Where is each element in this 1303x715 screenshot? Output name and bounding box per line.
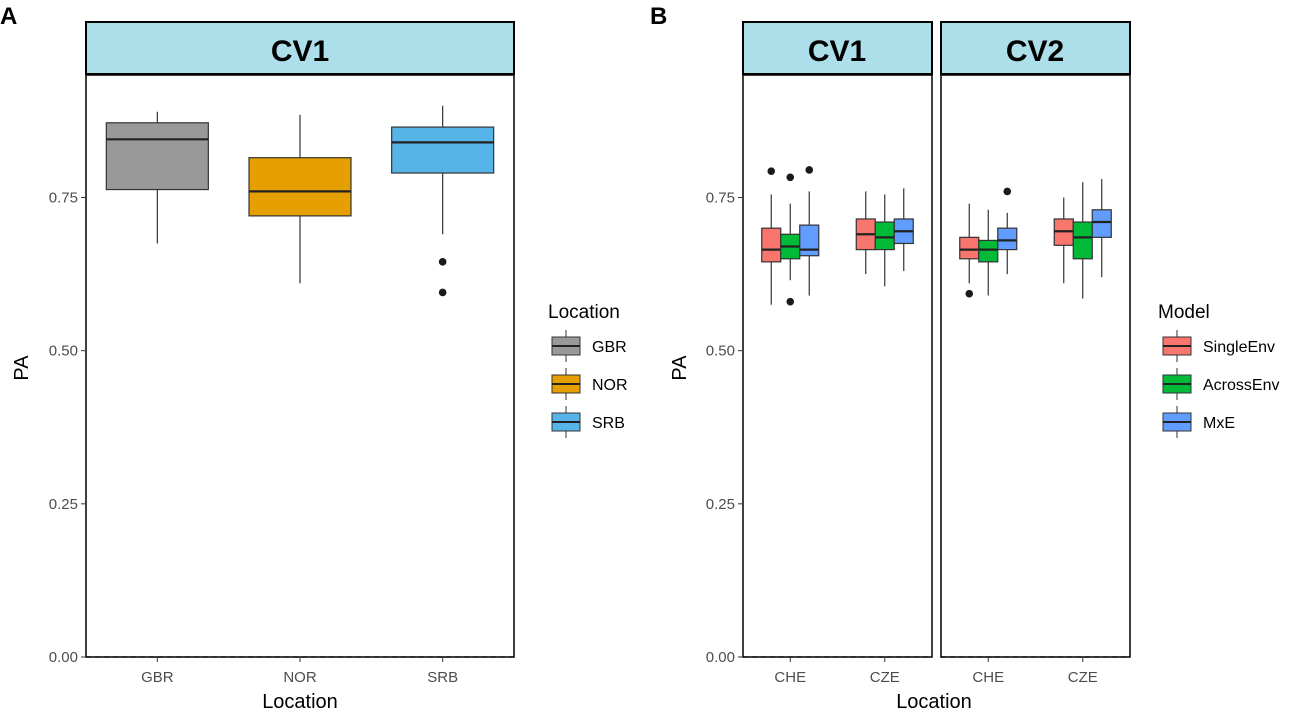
panel-b-cv1-x-tick-label-che: CHE [774,669,806,686]
panel-a-x-tick-label-nor: NOR [283,669,317,686]
panel-b-y-tick-label: 0.25 [706,496,735,513]
panel-b-cv2-box-cze-singleenv [1053,197,1074,284]
panel-a-x-axis-title: Location [262,691,338,713]
box-body [997,227,1018,251]
outlier-point [438,288,447,297]
panel-a-box-nor-nor [248,114,352,284]
facet-strip-b-cv1 [742,21,933,75]
panel-a-y-tick-label: 0.50 [49,343,78,360]
panel-a-box-srb-srb [391,105,495,297]
chart-marks: GBR NOR SRB 0.00 0.25 0.50 0.75 GBR NOR SRB CHE CZE… [49,74,1279,686]
panel-b-y-tick-label: 0.50 [706,343,735,360]
panel-a-y-axis-title: PA [11,355,33,381]
panel-a-y-tick-label: 0.75 [49,190,78,207]
outlier-point [786,297,795,306]
outlier-point [438,258,447,266]
box-body [978,239,999,263]
outlier-point [965,289,974,298]
panel-a-box-gbr-gbr [105,111,209,244]
panel-b-legend-item-singleenv: SingleEnv [1162,330,1275,362]
facet-strip-a-cv1 [85,21,515,75]
panel-b-cv2-box-che-mxe [997,187,1018,275]
panel-a-legend-item-nor: NOR [551,368,628,400]
panel-b-cv2-box-cze-mxe [1091,179,1112,278]
facet-strip-a-cv1-label: CV1 [271,35,329,68]
legend-label: NOR [592,377,628,394]
box-body [1091,209,1112,238]
panel-a-y-tick-label: 0.00 [49,649,78,666]
legend-label: GBR [592,339,627,356]
panel-a-y-tick-label: 0.25 [49,496,78,513]
panel-b-cv2-x-tick-label-che: CHE [972,669,1004,686]
panel-a-x-tick-label-gbr: GBR [141,669,174,686]
panel-b-cv2-x-tick-label-cze: CZE [1068,669,1098,686]
outlier-point [805,166,814,174]
panel-b-cv1-x-tick-label-cze: CZE [870,669,900,686]
panel-b-y-axis-title: PA [669,355,691,381]
legend-b-title: Model [1158,302,1210,323]
panel-a-legend-item-gbr: GBR [551,330,627,362]
panel-b-cv2-box-cze-acrossenv [1072,182,1093,299]
box-body [761,227,782,263]
panel-b-cv1-box-cze-mxe [893,188,914,272]
box-body [1072,221,1093,260]
facet-strip-b-cv2-label: CV2 [1006,35,1064,68]
box-body [874,221,895,251]
panel-b-x-axis-title: Location [896,691,972,713]
box-body [959,236,980,260]
legend-label: SingleEnv [1203,339,1275,356]
box-body [391,126,495,174]
panel-b-cv1-box-cze-acrossenv [874,194,895,287]
panel-b-y-tick-label: 0.75 [706,190,735,207]
facet-strip-b-cv2 [940,21,1131,75]
panel-b-cv2-panel-frame [940,74,1131,658]
panel-tag-a: A [0,3,17,30]
box-body [799,224,820,257]
panel-b-legend-item-mxe: MxE [1162,406,1235,438]
outlier-point [1003,187,1012,196]
panel-b-cv1-box-che-mxe [799,166,820,296]
panel-a-x-tick-label-srb: SRB [427,669,458,686]
panel-a-legend-item-srb: SRB [551,406,625,438]
panel-b-cv1-box-che-acrossenv [780,173,801,306]
legend-label: SRB [592,415,625,432]
outlier-point [786,173,795,182]
legend-a-title: Location [548,302,620,323]
panel-b-legend-item-acrossenv: AcrossEnv [1162,368,1279,400]
facet-strip-b-cv1-label: CV1 [808,35,866,68]
panel-tag-b: B [650,3,667,30]
panel-b-y-tick-label: 0.00 [706,649,735,666]
panel-b-cv1-box-cze-singleenv [855,191,876,275]
panel-b-cv1-panel-frame [742,74,933,658]
legend-label: AcrossEnv [1203,377,1279,394]
panel-b-cv2-box-che-acrossenv [978,209,999,296]
box-body [105,122,209,191]
outlier-point [767,167,776,175]
legend-label: MxE [1203,415,1235,432]
box-body [248,157,352,217]
